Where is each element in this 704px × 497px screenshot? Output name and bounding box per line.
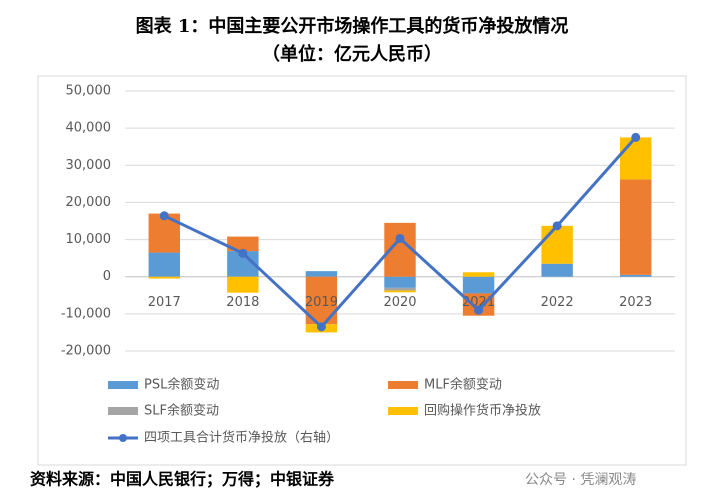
y-tick-label: 40,000 bbox=[66, 121, 112, 136]
bar-segment bbox=[384, 276, 416, 288]
bar-segment bbox=[148, 252, 180, 277]
legend-label: 四项工具合计货币净投放（右轴） bbox=[144, 430, 339, 446]
legend-swatch bbox=[108, 407, 138, 415]
y-tick-label: 0 bbox=[103, 269, 111, 284]
y-tick-label: 20,000 bbox=[66, 195, 112, 210]
chart-subtitle: （单位：亿元人民币） bbox=[262, 43, 442, 65]
line-point bbox=[238, 248, 248, 258]
line-point bbox=[159, 211, 169, 221]
legend-swatch bbox=[108, 381, 138, 389]
line-point bbox=[395, 233, 405, 243]
bar-segment bbox=[462, 293, 495, 316]
line-point bbox=[552, 221, 562, 231]
y-tick-label: -20,000 bbox=[61, 344, 111, 359]
x-tick-label: 2017 bbox=[148, 295, 181, 310]
x-tick-label: 2020 bbox=[383, 295, 416, 310]
legend-label: PSL余额变动 bbox=[144, 377, 219, 393]
line-point bbox=[316, 322, 326, 332]
legend-label: 回购操作货币净投放 bbox=[424, 403, 541, 419]
x-tick-label: 2018 bbox=[226, 295, 259, 310]
bar-segment bbox=[148, 276, 180, 279]
line-point bbox=[474, 305, 484, 315]
x-tick-label: 2023 bbox=[619, 295, 652, 310]
bar-segment bbox=[227, 236, 259, 252]
bar-segment bbox=[620, 274, 652, 277]
bar-segment bbox=[462, 272, 495, 277]
bar-segment bbox=[541, 263, 573, 277]
chart-title: 图表 1：中国主要公开市场操作工具的货币净投放情况 bbox=[136, 15, 569, 37]
watermark: 公众号 · 凭澜观涛 bbox=[525, 472, 636, 488]
legend-label: SLF余额变动 bbox=[144, 403, 219, 419]
x-tick-label: 2019 bbox=[305, 295, 338, 310]
line-point bbox=[631, 132, 641, 142]
y-tick-label: 10,000 bbox=[66, 232, 112, 247]
bar-segment bbox=[541, 225, 573, 264]
x-tick-label: 2021 bbox=[462, 295, 495, 310]
bar-segment bbox=[305, 271, 338, 277]
x-tick-label: 2022 bbox=[541, 295, 574, 310]
bar-segment bbox=[384, 290, 416, 293]
y-tick-label: 30,000 bbox=[66, 158, 112, 173]
y-tick-label: 50,000 bbox=[66, 84, 112, 99]
chart-frame bbox=[37, 75, 687, 466]
legend-swatch bbox=[388, 381, 418, 389]
source-note: 资料来源：中国人民银行；万得；中银证券 bbox=[30, 470, 335, 489]
bar-segment bbox=[620, 137, 652, 180]
legend-label: MLF余额变动 bbox=[424, 377, 502, 393]
y-tick-label: -10,000 bbox=[61, 306, 111, 321]
bar-segment bbox=[227, 276, 259, 293]
bar-segment bbox=[384, 287, 416, 291]
bar-segment bbox=[462, 276, 495, 294]
bar-segment bbox=[620, 179, 652, 275]
legend-swatch bbox=[388, 407, 418, 415]
legend-swatch bbox=[119, 434, 127, 442]
